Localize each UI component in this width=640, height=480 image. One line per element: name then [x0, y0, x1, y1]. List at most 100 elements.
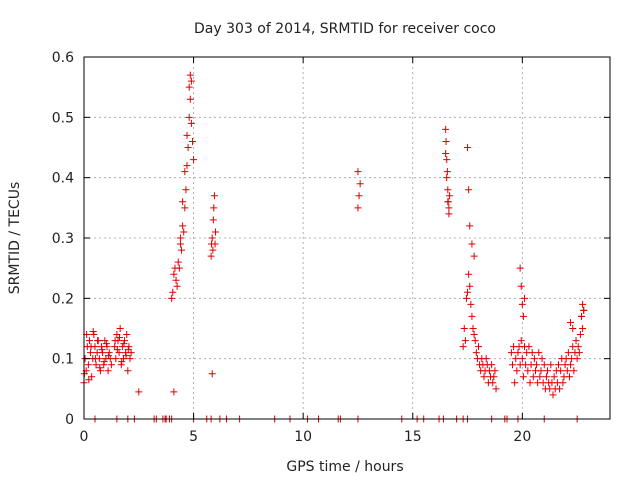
- data-point: [124, 346, 132, 354]
- data-point: [89, 328, 97, 336]
- data-point: [210, 192, 218, 200]
- data-point: [98, 346, 106, 354]
- data-point: [187, 77, 195, 85]
- data-point: [480, 373, 488, 381]
- data-point: [564, 349, 572, 357]
- data-point: [482, 355, 490, 363]
- y-tick-label: 0.5: [52, 110, 74, 126]
- data-point: [212, 228, 219, 236]
- data-point: [442, 125, 450, 133]
- data-point: [466, 282, 474, 290]
- data-point: [491, 367, 499, 375]
- data-points: [80, 71, 588, 423]
- data-point: [511, 379, 519, 387]
- x-tick-label: 15: [404, 429, 422, 445]
- data-point: [118, 358, 126, 366]
- data-point: [208, 234, 216, 242]
- y-tick-label: 0.2: [52, 291, 74, 307]
- data-point: [121, 337, 129, 345]
- data-point: [471, 337, 479, 345]
- data-point: [443, 156, 451, 164]
- data-point: [549, 391, 557, 399]
- data-point: [181, 168, 189, 176]
- x-tick-label: 0: [80, 429, 89, 445]
- data-point: [488, 361, 496, 369]
- data-point: [443, 174, 451, 182]
- data-point: [179, 222, 187, 230]
- data-point: [467, 300, 475, 308]
- data-point: [107, 361, 115, 369]
- y-tick-label: 0.6: [52, 50, 74, 66]
- data-point: [91, 355, 99, 363]
- data-point: [464, 288, 472, 296]
- data-point: [518, 355, 526, 363]
- data-point: [85, 337, 93, 345]
- data-point: [559, 379, 567, 387]
- y-axis-label: SRMTID / TECUs: [7, 182, 23, 295]
- y-tick-label: 0.4: [52, 171, 74, 187]
- data-point: [175, 264, 183, 272]
- data-point: [518, 300, 526, 308]
- data-point: [178, 246, 186, 254]
- data-point: [170, 388, 178, 396]
- chart-title: Day 303 of 2014, SRMTID for receiver coc…: [194, 21, 496, 37]
- data-point: [536, 373, 544, 381]
- data-point: [565, 373, 573, 381]
- data-point: [508, 361, 516, 369]
- data-point: [184, 144, 192, 151]
- data-point: [135, 388, 143, 396]
- data-point: [85, 376, 93, 384]
- data-point: [209, 216, 217, 224]
- data-point: [90, 331, 98, 339]
- data-point: [211, 240, 219, 248]
- data-point: [472, 349, 480, 357]
- data-point: [469, 325, 477, 332]
- data-point: [442, 150, 450, 158]
- data-point: [580, 306, 588, 314]
- data-point: [120, 340, 128, 348]
- data-point: [111, 337, 119, 345]
- data-point: [445, 204, 453, 212]
- data-point: [513, 367, 521, 375]
- data-point: [519, 312, 527, 320]
- data-point: [183, 162, 191, 170]
- data-point: [446, 192, 454, 200]
- data-point: [462, 294, 470, 302]
- y-tick-label: 0: [65, 412, 74, 428]
- y-tick-label: 0.1: [52, 352, 74, 368]
- x-tick-label: 5: [189, 429, 198, 445]
- data-point: [174, 258, 182, 266]
- data-point: [569, 325, 577, 332]
- data-point: [356, 180, 364, 188]
- data-point: [521, 294, 529, 302]
- data-point: [101, 337, 109, 345]
- data-point: [207, 252, 215, 260]
- data-point: [464, 144, 472, 151]
- data-point: [563, 367, 571, 375]
- y-tick-labels: 0 0.1 0.2 0.3 0.4 0.5 0.6: [52, 50, 74, 428]
- data-point: [176, 234, 184, 242]
- data-point: [116, 325, 124, 332]
- data-point: [102, 340, 110, 348]
- data-point: [517, 282, 525, 290]
- data-point: [535, 349, 543, 357]
- data-point: [489, 379, 497, 387]
- data-point: [533, 361, 541, 369]
- data-point: [186, 71, 194, 79]
- data-point: [355, 192, 363, 200]
- data-point: [88, 373, 96, 381]
- data-point: [470, 252, 478, 260]
- data-point: [554, 361, 562, 369]
- data-point: [578, 312, 586, 320]
- data-point: [186, 95, 194, 103]
- x-tick-label: 20: [513, 429, 531, 445]
- data-point: [124, 367, 132, 375]
- data-point: [575, 349, 583, 357]
- data-point: [84, 361, 92, 369]
- data-point: [122, 352, 130, 360]
- data-point: [461, 337, 469, 345]
- data-point: [547, 361, 555, 369]
- data-point: [105, 349, 113, 357]
- data-point: [105, 352, 113, 360]
